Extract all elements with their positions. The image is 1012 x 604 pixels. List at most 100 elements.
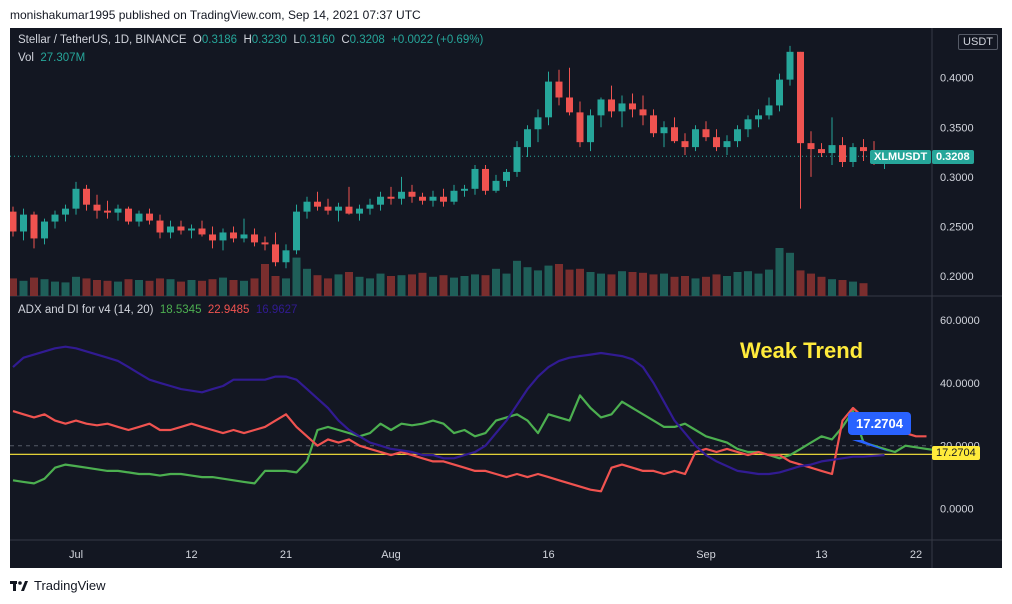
volume-bar [565,269,574,296]
candle-body [734,129,741,142]
price-tick-label: 0.2500 [940,222,974,234]
candle-body [408,191,416,197]
candle-body [660,127,668,134]
volume-bar [250,278,259,296]
volume-bar [754,273,763,296]
volume-bar [523,267,532,296]
candle-body [10,211,17,232]
volume-bar [177,281,185,296]
candle-body [755,115,762,120]
candle-body [125,208,132,222]
candle-body [429,196,437,201]
time-tick-label: Sep [696,549,716,561]
volume-bar [240,280,248,296]
currency-button[interactable]: USDT [958,34,998,50]
indicator-tick-label: 0.0000 [940,504,974,516]
candle-body [461,188,468,191]
open-value: 0.3186 [201,34,238,46]
volume-bar [10,278,17,296]
volume-bar [481,275,490,296]
candle-body [608,99,615,112]
last-price-tag: 0.3208 [932,150,974,164]
candle-body [860,147,867,152]
candle-body [114,208,122,213]
volume-bar [597,273,605,296]
volume-bar [166,279,175,296]
volume-bar [156,278,164,296]
candle-body [492,180,500,191]
candle-body [576,112,584,143]
candle-body [72,188,80,209]
indicator-legend: ADX and DI for v4 (14, 20) 18.5345 22.94… [18,304,297,316]
indicator-tick-label: 60.0000 [940,315,980,327]
candle-body [419,196,426,201]
candle-body [303,201,311,212]
volume-bar [702,276,710,296]
candle-body [293,211,300,251]
volume-bar [282,278,290,296]
volume-bar [733,272,742,296]
time-tick-label: 22 [910,549,922,561]
candle-body [786,51,794,80]
volume-bar [544,265,553,296]
candle-body [104,210,111,213]
volume-bar [30,277,38,296]
candle-body [681,141,689,148]
close-value: 0.3208 [349,34,385,46]
candle-body [629,103,636,110]
candle-body [471,168,479,189]
candle-body [282,250,290,263]
candle-body [618,103,626,112]
chart-canvas[interactable]: 0.20000.25000.30000.35000.40000.000020.0… [10,28,1002,568]
footer: TradingView [10,578,106,593]
adx-line [12,345,885,476]
di-plus-value: 18.5345 [159,304,202,316]
volume-bar [828,279,836,296]
volume-bar [859,283,868,296]
candle-body [776,79,783,106]
volume-bar [628,272,637,296]
candle-body [797,51,804,144]
high-value: 0.3230 [251,34,287,46]
volume-bar [355,276,364,296]
volume-bar [450,277,458,296]
volume-bar [576,268,584,296]
price-tick-label: 0.4000 [940,73,974,85]
indicator-name: ADX and DI for v4 (14, 20) [18,304,154,316]
price-legend: Stellar / TetherUS, 1D, BINANCE O0.3186 … [18,34,483,46]
volume-bar [765,269,773,296]
candle-body [135,213,143,222]
candle-body [272,244,279,263]
candle-body [209,234,216,241]
candle-body [240,234,248,239]
candle-body [807,143,815,150]
time-tick-label: Aug [381,549,401,561]
volume-bar [229,280,238,296]
candle-body [30,214,38,239]
price-tick-label: 0.3500 [940,122,974,134]
symbol-label: Stellar / TetherUS, 1D, BINANCE [18,34,187,46]
price-tick-label: 0.3000 [940,172,974,184]
candle-body [524,129,531,148]
candle-body [146,213,153,221]
volume-bar [607,274,616,296]
chart-frame[interactable]: 0.20000.25000.30000.35000.40000.000020.0… [10,28,1002,568]
candle-body [188,228,195,231]
volume-bar [460,276,469,296]
low-value: 0.3160 [299,34,335,46]
candle-body [440,196,447,202]
volume-bar [219,277,227,296]
candle-body [377,196,384,205]
volume-bar [723,276,731,296]
attribution: monishakumar1995 published on TradingVie… [10,8,421,22]
candle-body [335,206,342,211]
candle-body [534,117,542,130]
volume-bar [198,280,206,296]
volume-bar [439,275,448,296]
volume-bar [670,276,679,296]
candle-body [839,145,846,162]
volume-bar [19,280,28,296]
candle-body [503,171,510,181]
volume-bar [103,280,112,296]
candle-body [345,206,353,214]
